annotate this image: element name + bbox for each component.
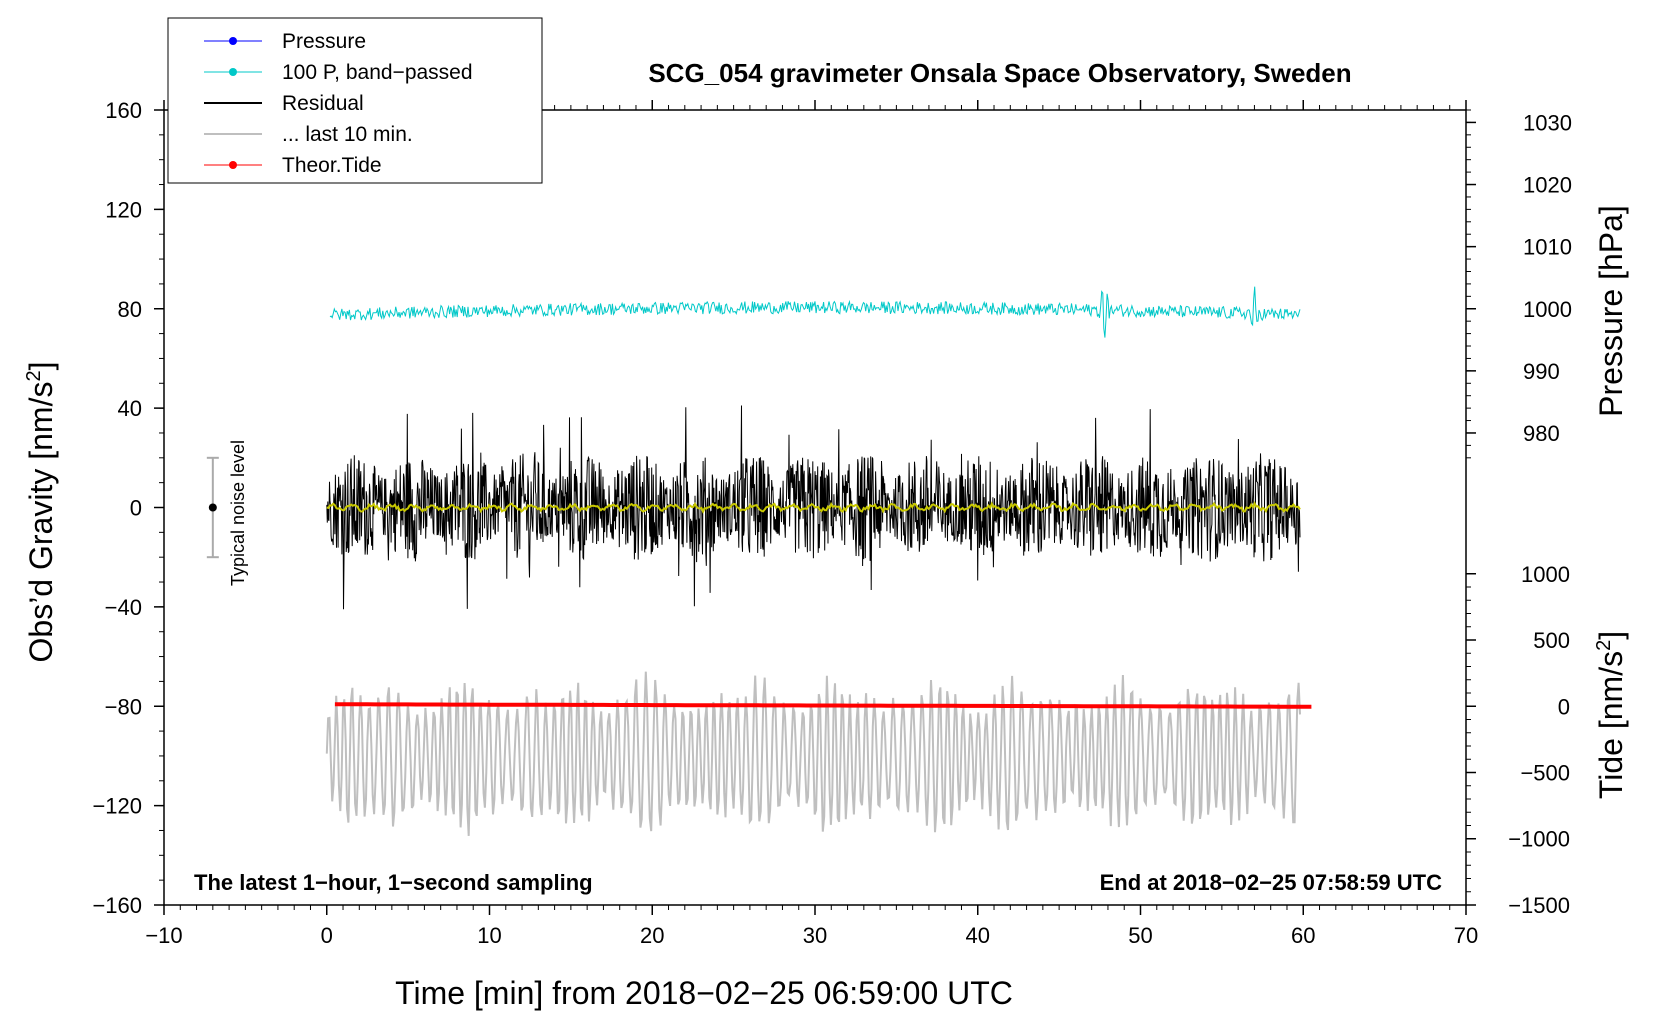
series-theor-tide	[334, 702, 1312, 709]
legend-marker	[229, 37, 237, 45]
tide-tick-label: 1000	[1521, 562, 1570, 587]
pressure-tick-label: 1000	[1523, 297, 1572, 322]
series-layer	[325, 286, 1312, 836]
annotation-end-time: End at 2018−02−25 07:58:59 UTC	[1100, 870, 1443, 895]
y-tick-label: −80	[105, 694, 142, 719]
y-axis-title-tide-end: ]	[1593, 631, 1629, 640]
y-tick-label: −40	[105, 595, 142, 620]
x-tick-label: 0	[321, 923, 333, 948]
x-tick-label: 40	[966, 923, 990, 948]
x-tick-label: −10	[145, 923, 182, 948]
noise-level-label: Typical noise level	[228, 440, 248, 586]
tide-tick-label: −1500	[1508, 893, 1570, 918]
axes-layer: −10 0 10 20 30 40 50 60 7016012080400−40−80−120−…	[92, 98, 1572, 948]
x-tick-label: 60	[1291, 923, 1315, 948]
y-axis-title-gravity: Obs’d Gravity [nm/s2]	[23, 362, 59, 663]
legend-label: Pressure	[282, 30, 366, 53]
y-tick-label: −120	[92, 794, 142, 819]
legend-label: Residual	[282, 92, 364, 115]
y-tick-label: 80	[118, 297, 142, 322]
y-tick-label: 160	[105, 98, 142, 123]
noise-indicator	[206, 456, 219, 559]
pressure-tick-label: 1020	[1523, 173, 1572, 198]
legend-box	[167, 17, 543, 184]
y-axis-title-tide-sup: 2	[1593, 640, 1615, 651]
legend-items: Pressure 100 P, band−passed Residual ... la…	[204, 30, 473, 177]
legend-label: Theor.Tide	[282, 154, 382, 177]
y-tick-label: 40	[118, 396, 142, 421]
y-tick-label: −160	[92, 893, 142, 918]
tide-tick-label: −500	[1520, 760, 1570, 785]
y-tick-label: 120	[105, 197, 142, 222]
x-tick-label: 30	[803, 923, 827, 948]
pressure-tick-label: 980	[1523, 421, 1560, 446]
x-tick-label: 50	[1128, 923, 1152, 948]
legend-label: 100 P, band−passed	[282, 61, 473, 84]
x-tick-label: 20	[640, 923, 664, 948]
y-axis-title-gravity-end: ]	[23, 362, 59, 371]
x-axis-title: Time [min] from 2018−02−25 06:59:00 UTC	[395, 975, 1013, 1011]
x-tick-label: 70	[1454, 923, 1478, 948]
pressure-tick-label: 1010	[1523, 235, 1572, 260]
x-tick-label: 10	[477, 923, 501, 948]
y-axis-title-pressure: Pressure [hPa]	[1593, 205, 1629, 417]
y-tick-label: 0	[130, 496, 142, 521]
tide-tick-label: 500	[1533, 628, 1570, 653]
pressure-tick-label: 1030	[1523, 110, 1572, 135]
tide-tick-label: −1000	[1508, 827, 1570, 852]
series-residual	[326, 405, 1301, 610]
series-pressure-band-passed	[329, 286, 1301, 338]
y-axis-title-tide-text: Tide [nm/s	[1593, 651, 1629, 799]
y-axis-title-tide: Tide [nm/s2]	[1593, 631, 1629, 799]
tide-tick-label: 0	[1558, 694, 1570, 719]
series-residual-smoothed	[326, 501, 1301, 515]
noise-center-dot	[208, 503, 217, 512]
annotation-sampling: The latest 1−hour, 1−second sampling	[194, 870, 593, 895]
y-axis-title-gravity-sup: 2	[23, 370, 45, 381]
chart-title: SCG_054 gravimeter Onsala Space Observat…	[648, 58, 1351, 88]
y-axis-title-gravity-text: Obs’d Gravity [nm/s	[23, 382, 59, 663]
legend-label: ... last 10 min.	[282, 123, 413, 146]
pressure-tick-label: 990	[1523, 359, 1560, 384]
series-last-10-min	[325, 671, 1301, 836]
legend-marker	[229, 68, 237, 76]
legend-marker	[229, 161, 237, 169]
legend: Pressure 100 P, band−passed Residual ... la…	[167, 17, 543, 184]
